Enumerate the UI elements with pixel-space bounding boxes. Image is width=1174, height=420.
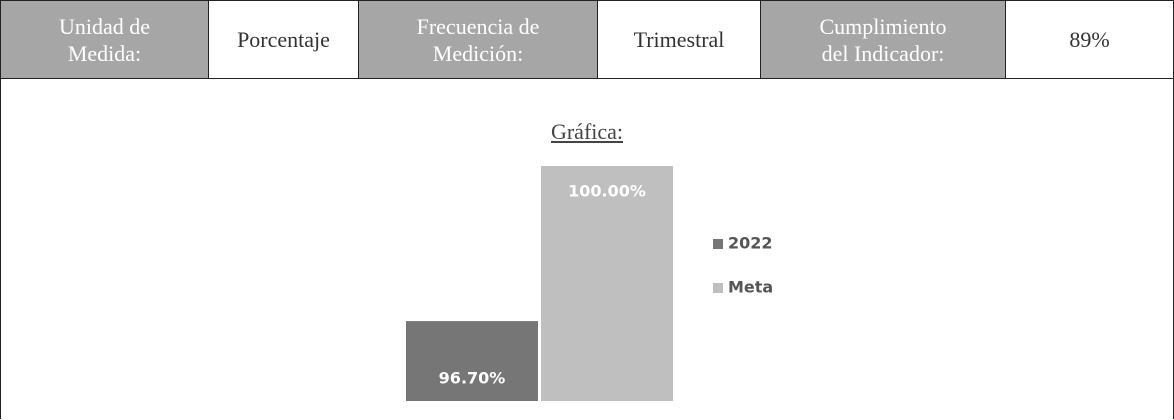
data-label: 96.70% [439,369,506,388]
header-row: Unidad de Medida: Porcentaje Frecuencia de… [1,1,1173,79]
header-cell: Frecuencia de Medición: [359,1,598,78]
header-cell: Porcentaje [209,1,359,78]
header-cell: Cumplimiento del Indicador: [761,1,1006,78]
header-cell: Trimestral [598,1,761,78]
data-label: 100.00% [568,182,646,201]
legend-swatch [713,239,723,249]
header-cell: Unidad de Medida: [1,1,209,78]
bar [541,166,673,401]
chart-title: Gráfica: [550,119,624,144]
bar [406,321,538,401]
legend-label: 2022 [728,234,773,253]
legend-swatch [713,283,723,293]
legend-label: Meta [728,278,773,297]
header-cell: 89% [1006,1,1173,78]
